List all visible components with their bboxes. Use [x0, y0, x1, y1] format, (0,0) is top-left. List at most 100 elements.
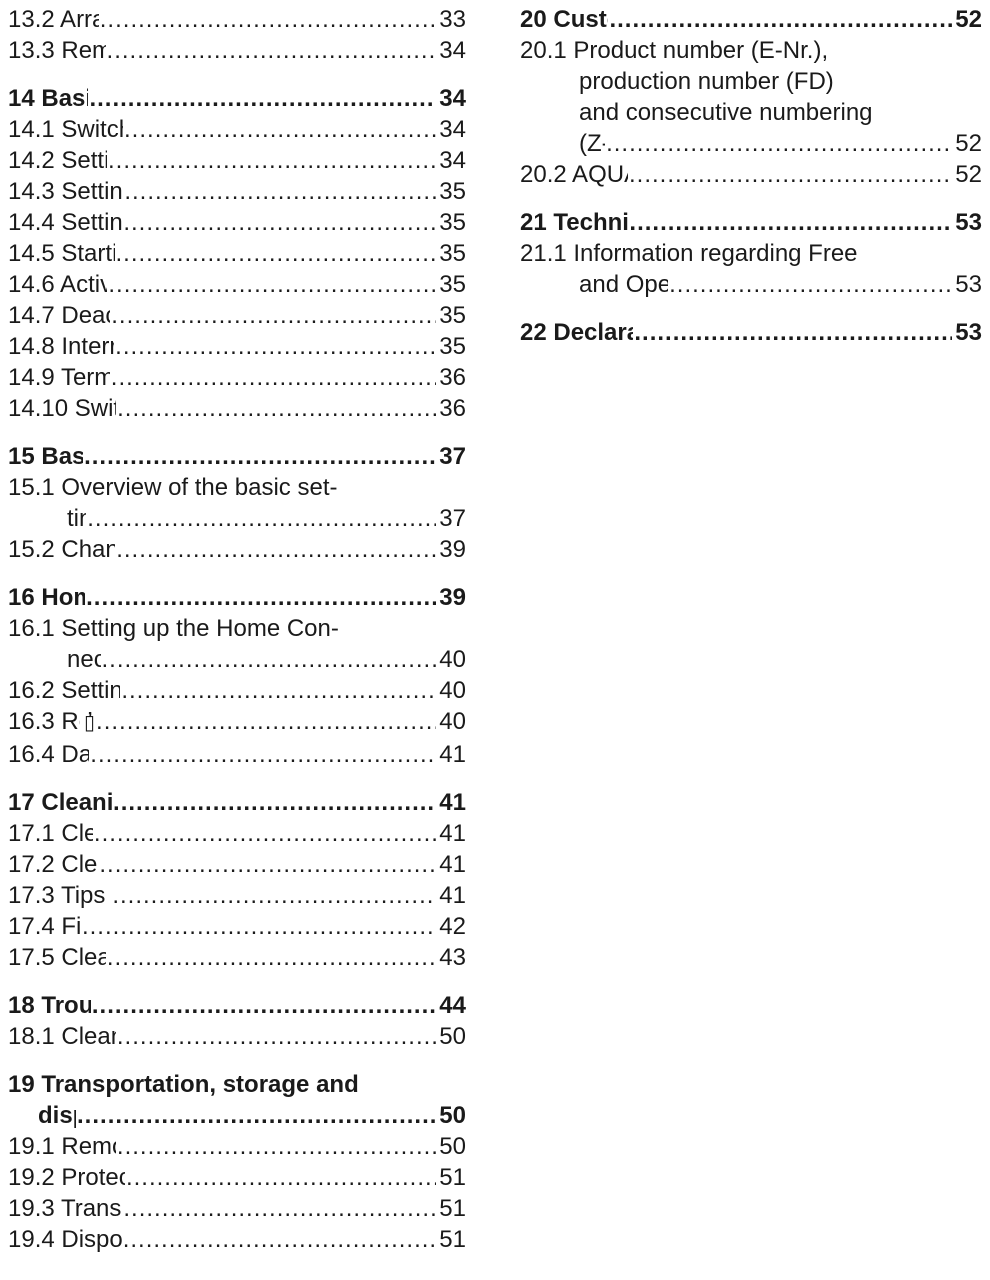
toc-entry-19-1[interactable]: 19.1 Removing the appliance 50	[8, 1131, 466, 1162]
toc-entry-14-1[interactable]: 14.1 Switching on the appliance 34	[8, 114, 466, 145]
toc-entry-19-3[interactable]: 19.3 Transporting the appliance 51	[8, 1193, 466, 1224]
toc-title: 17.3 Tips on appliance care	[8, 882, 111, 909]
toc-heading-16[interactable]: 16 Home Connect 39	[8, 582, 466, 613]
dot-leader	[629, 207, 952, 238]
toc-entry-20-1[interactable]: 20.1 Product number (E-Nr.), production n…	[520, 35, 982, 159]
toc-title: 15.1 Overview of the basic set-	[8, 474, 338, 501]
toc-title: 16.2 Setting up Home Connect	[8, 677, 121, 704]
page-number: 39	[439, 584, 466, 611]
remote-start-icon: ▯̓	[84, 712, 96, 734]
toc-title: 14.8 Interrupting programme	[8, 333, 115, 360]
dot-leader	[126, 1162, 436, 1193]
page-number: 42	[439, 913, 466, 940]
toc-heading-20[interactable]: 20 Customer Service 52	[520, 4, 982, 35]
dot-leader	[89, 83, 436, 114]
toc-title: 15 Basic settings	[8, 443, 84, 470]
toc-entry-13-2[interactable]: 13.2 Arrange tableware 33	[8, 4, 466, 35]
toc-entry-17-5[interactable]: 17.5 Cleaning spray arms 43	[8, 942, 466, 973]
dot-leader	[108, 269, 436, 300]
toc-entry-13-3[interactable]: 13.3 Removing tableware 34	[8, 35, 466, 66]
toc-entry-14-8[interactable]: 14.8 Interrupting programme 35	[8, 331, 466, 362]
toc-title: 14.3 Setting additional functions	[8, 178, 123, 205]
toc-entry-16-2[interactable]: 16.2 Setting up Home Connect 40	[8, 675, 466, 706]
toc-heading-21[interactable]: 21 Technical specifications 53	[520, 207, 982, 238]
toc-heading-18[interactable]: 18 Troubleshooting 44	[8, 990, 466, 1021]
toc-heading-22[interactable]: 22 Declaration of Conformity 53	[520, 317, 982, 348]
toc-title: 16 Home Connect	[8, 584, 86, 611]
toc-entry-20-2[interactable]: 20.2 AQUA-STOP guarantee 52	[520, 159, 982, 190]
toc-title: 15.2 Changing basic settings	[8, 536, 116, 563]
toc-title: 14.6 Activating button lock	[8, 271, 108, 298]
toc-section: 18 Troubleshooting4418.1 Clean wastewate…	[8, 990, 466, 1052]
page-number: 52	[955, 161, 982, 188]
page-number: 36	[439, 364, 466, 391]
dot-leader	[116, 238, 437, 269]
toc-title: 16.3 Remote Start	[8, 708, 80, 735]
toc-entry-17-1[interactable]: 17.1 Cleaning the tub 41	[8, 818, 466, 849]
dot-leader	[123, 1193, 436, 1224]
toc-title: 14.1 Switching on the appliance	[8, 116, 123, 143]
toc-entry-15-1[interactable]: 15.1 Overview of the basic set-tings 37	[8, 472, 466, 534]
page-number: 41	[439, 741, 466, 768]
toc-title: 17 Cleaning and servicing	[8, 789, 113, 816]
toc-heading-14[interactable]: 14 Basic operation 34	[8, 83, 466, 114]
page-number: 53	[955, 209, 982, 236]
toc-entry-16-4[interactable]: 16.4 Data protection 41	[8, 739, 466, 770]
toc-entry-16-3[interactable]: 16.3 Remote Start▯̓ 40	[8, 706, 466, 739]
toc-entry-14-7[interactable]: 14.7 Deactivate button lock 35	[8, 300, 466, 331]
toc-column-left: 13.2 Arrange tableware3313.3 Removing ta…	[8, 4, 466, 1272]
dot-leader	[634, 317, 952, 348]
toc-title: 17.1 Cleaning the tub	[8, 820, 93, 847]
dot-leader	[629, 159, 952, 190]
dot-leader	[113, 787, 436, 818]
toc-title: 16.4 Data protection	[8, 741, 90, 768]
dot-leader	[117, 393, 436, 424]
toc-title: 14.7 Deactivate button lock	[8, 302, 110, 329]
toc-heading-15[interactable]: 15 Basic settings 37	[8, 441, 466, 472]
toc-entry-14-2[interactable]: 14.2 Setting a programme 34	[8, 145, 466, 176]
toc-entry-17-4[interactable]: 17.4 Filter system 42	[8, 911, 466, 942]
dot-leader	[116, 534, 436, 565]
toc-column-right: 20 Customer Service5220.1 Product number…	[520, 4, 982, 365]
page-number: 35	[439, 209, 466, 236]
dot-leader	[606, 128, 952, 159]
dot-leader	[107, 942, 436, 973]
toc-entry-14-10[interactable]: 14.10 Switching off appliance 36	[8, 393, 466, 424]
dot-leader	[92, 990, 436, 1021]
toc-section: 15 Basic settings3715.1 Overview of the …	[8, 441, 466, 565]
page-number: 35	[439, 333, 466, 360]
dot-leader	[123, 207, 436, 238]
page-number: 44	[439, 992, 466, 1019]
toc-entry-18-1[interactable]: 18.1 Clean wastewater pump 50	[8, 1021, 466, 1052]
toc-title: 21 Technical specifications	[520, 209, 629, 236]
toc-heading-19[interactable]: 19 Transportation, storage and disposal 50	[8, 1069, 466, 1131]
page-number: 53	[955, 271, 982, 298]
toc-entry-16-1[interactable]: 16.1 Setting up the Home Con-nect app 40	[8, 613, 466, 675]
toc-title: 14.5 Starting the programme	[8, 240, 115, 267]
page-number: 43	[439, 944, 466, 971]
page-number: 41	[439, 851, 466, 878]
toc-heading-17[interactable]: 17 Cleaning and servicing 41	[8, 787, 466, 818]
toc-title: 21.1 Information regarding Free	[520, 240, 858, 267]
toc-entry-17-3[interactable]: 17.3 Tips on appliance care 41	[8, 880, 466, 911]
toc-entry-14-5[interactable]: 14.5 Starting the programme 35	[8, 238, 466, 269]
toc-title: 13.2 Arrange tableware	[8, 6, 99, 33]
page-number: 52	[955, 130, 982, 157]
toc-entry-14-4[interactable]: 14.4 Setting timer programming 35	[8, 207, 466, 238]
toc-title: 19.1 Removing the appliance	[8, 1133, 116, 1160]
toc-entry-19-2[interactable]: 19.2 Protect appliance from frost 51	[8, 1162, 466, 1193]
dot-leader	[96, 706, 436, 737]
toc-entry-19-4[interactable]: 19.4 Disposing of old appliance 51	[8, 1224, 466, 1255]
toc-entry-14-3[interactable]: 14.3 Setting additional functions 35	[8, 176, 466, 207]
toc-entry-17-2[interactable]: 17.2 Cleaning products 41	[8, 849, 466, 880]
toc-entry-15-2[interactable]: 15.2 Changing basic settings 39	[8, 534, 466, 565]
toc-entry-14-6[interactable]: 14.6 Activating button lock 35	[8, 269, 466, 300]
page-number: 34	[439, 147, 466, 174]
toc-entry-14-9[interactable]: 14.9 Terminate programme 36	[8, 362, 466, 393]
dot-leader	[102, 644, 437, 675]
toc-title: 19.3 Transporting the appliance	[8, 1195, 122, 1222]
toc-title-continuation: production number (FD)	[579, 68, 834, 95]
toc-title: 19.4 Disposing of old appliance	[8, 1226, 122, 1253]
toc-entry-21-1[interactable]: 21.1 Information regarding Free and Open …	[520, 238, 982, 300]
